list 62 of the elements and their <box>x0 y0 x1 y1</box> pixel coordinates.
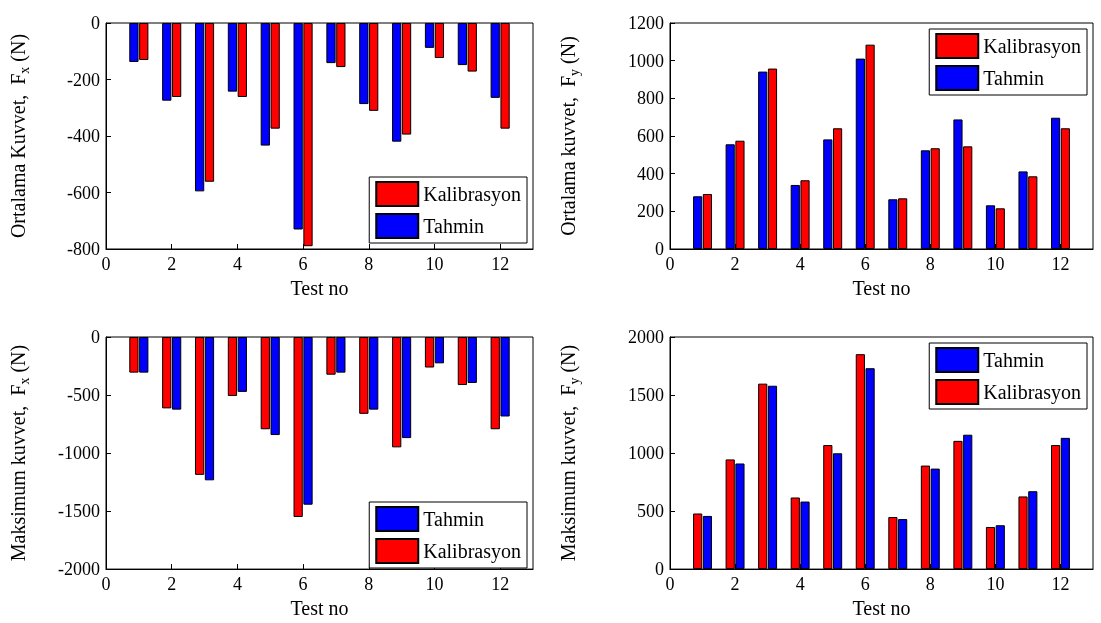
x-tick-label: 6 <box>860 254 870 274</box>
legend-label: Tahmin <box>983 349 1045 371</box>
y-tick-label: 0 <box>91 13 100 33</box>
legend-label: Kalibrasyon <box>423 183 522 206</box>
legend-label: Kalibrasyon <box>983 381 1082 404</box>
x-tick-label: 4 <box>232 254 242 274</box>
x-tick-label: 2 <box>730 574 740 595</box>
y-tick-label: 0 <box>655 559 664 580</box>
y-tick-label: 500 <box>637 501 664 522</box>
y-tick-label: 200 <box>637 201 664 222</box>
legend-label: Kalibrasyon <box>983 35 1082 58</box>
y-tick-label: -400 <box>67 126 100 146</box>
x-tick-label: 4 <box>795 574 805 595</box>
y-tick-label: -2000 <box>58 559 100 580</box>
x-tick-label: 2 <box>167 254 177 274</box>
x-tick-label: 8 <box>364 254 374 274</box>
y-tick-label: -200 <box>67 69 100 90</box>
y-axis-title: Ortalama kuvvet, Fy (N) <box>557 36 582 236</box>
x-tick-label: 10 <box>986 574 1005 595</box>
x-tick-label: 4 <box>232 574 242 595</box>
y-tick-label: 1200 <box>628 13 664 33</box>
y-tick-label: -1500 <box>58 501 100 522</box>
legend-label: Tahmin <box>423 215 485 237</box>
x-axis-title: Test no <box>290 276 349 299</box>
y-axis-title: Maksimum kuvvet, Fy (N) <box>557 344 582 562</box>
x-tick-label: 8 <box>364 574 374 595</box>
x-tick-label: 12 <box>1051 254 1070 274</box>
y-tick-label: -800 <box>67 239 100 259</box>
x-tick-label: 12 <box>491 254 510 274</box>
x-tick-label: 6 <box>860 574 870 595</box>
legend-label: Kalibrasyon <box>423 540 522 563</box>
y-tick-label: -600 <box>67 182 100 203</box>
y-axis-title: Maksimum kuvvet, Fx (N) <box>7 344 32 562</box>
x-tick-label: 8 <box>925 574 935 595</box>
x-axis-title: Test no <box>852 276 911 299</box>
y-tick-label: 1000 <box>628 50 664 71</box>
x-tick-label: 2 <box>730 254 740 274</box>
x-tick-label: 10 <box>425 574 444 595</box>
x-tick-label: 8 <box>925 254 935 274</box>
y-axis-title: Ortalama Kuvvet, Fx (N) <box>7 33 32 239</box>
x-axis-title: Test no <box>852 597 911 619</box>
x-tick-label: 4 <box>795 254 805 274</box>
y-tick-label: 1500 <box>628 385 664 406</box>
y-tick-label: 0 <box>91 327 100 347</box>
x-tick-label: 6 <box>298 254 308 274</box>
x-tick-label: 12 <box>491 574 510 595</box>
x-tick-label: 12 <box>1051 574 1070 595</box>
y-tick-label: 0 <box>655 239 664 259</box>
y-tick-label: -500 <box>67 385 100 406</box>
x-axis-title: Test no <box>290 597 349 619</box>
legend-label: Tahmin <box>423 508 485 530</box>
x-tick-label: 10 <box>425 254 444 274</box>
y-tick-label: -1000 <box>58 443 100 464</box>
legend-label: Tahmin <box>983 67 1045 89</box>
y-tick-label: 2000 <box>628 327 664 347</box>
y-tick-label: 400 <box>637 163 664 184</box>
x-tick-label: 10 <box>986 254 1005 274</box>
y-tick-label: 600 <box>637 126 664 146</box>
y-tick-label: 800 <box>637 88 664 109</box>
x-tick-label: 6 <box>298 574 308 595</box>
x-tick-label: 2 <box>167 574 177 595</box>
y-tick-label: 1000 <box>628 443 664 464</box>
